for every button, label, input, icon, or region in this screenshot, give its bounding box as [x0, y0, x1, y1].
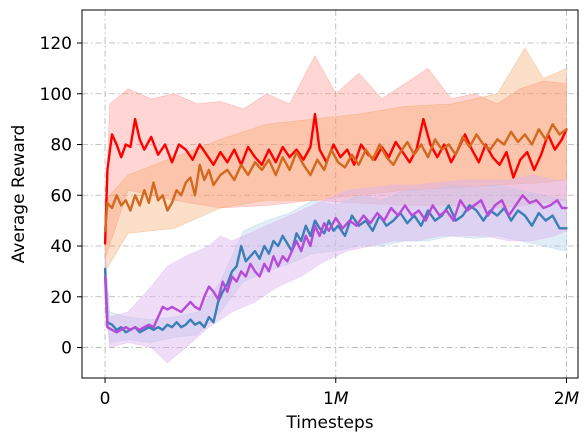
series-2-line: [103, 122, 568, 233]
y-tick-label: 100: [40, 85, 72, 105]
y-axis-label: Average Reward: [9, 125, 29, 264]
y-tick-label: 60: [50, 186, 72, 206]
series-line-layer: [103, 112, 568, 334]
x-axis-ticks: 0 1M 2M: [100, 378, 580, 409]
x-tick-label: 0: [100, 389, 111, 409]
x-tick-label: 2M: [554, 389, 580, 409]
plot-frame: [81, 9, 579, 379]
grid-layer: [82, 10, 578, 378]
y-tick-label: 80: [50, 136, 72, 156]
y-tick-label: 20: [50, 288, 72, 308]
y-axis-ticks: 0 20 40 60 80 100 120: [40, 34, 82, 359]
series-3-band: [104, 184, 567, 343]
y-tick-label: 0: [61, 339, 72, 359]
y-tick-label: 120: [40, 34, 72, 54]
x-axis-label: Timesteps: [285, 413, 373, 433]
series-3-line: [103, 204, 568, 334]
y-tick-label: 40: [50, 237, 72, 257]
x-tick-label: 1M: [323, 389, 349, 409]
confidence-band-layer: [104, 47, 567, 364]
series-4-band: [104, 174, 567, 364]
series-4-line: [103, 194, 568, 334]
